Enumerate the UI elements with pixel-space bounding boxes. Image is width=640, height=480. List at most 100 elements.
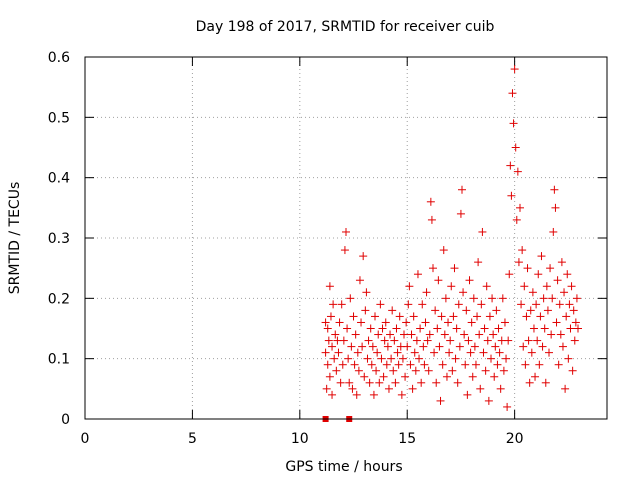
data-point [484, 396, 493, 405]
data-point [498, 294, 507, 303]
data-point [465, 276, 474, 285]
data-point [550, 185, 559, 194]
data-point [495, 348, 504, 357]
data-point [323, 324, 332, 333]
data-point [322, 384, 331, 393]
data-point [455, 342, 464, 351]
data-point [513, 167, 522, 176]
data-point [517, 300, 526, 309]
data-point [348, 384, 357, 393]
data-point [336, 378, 345, 387]
data-point [512, 215, 521, 224]
data-point [391, 378, 400, 387]
data-point [563, 270, 572, 279]
data-point [434, 276, 443, 285]
data-point [438, 360, 447, 369]
data-point [502, 354, 511, 363]
data-point [568, 366, 577, 375]
data-point [328, 390, 337, 399]
axis-ticks: 0 0.1 0.2 0.3 0.4 0.5 0.6 0 5 10 15 20 [48, 50, 607, 447]
data-point [510, 65, 519, 74]
data-point [518, 246, 527, 255]
data-point [543, 306, 552, 315]
data-point [350, 360, 359, 369]
data-point [459, 288, 468, 297]
data-point [343, 324, 352, 333]
data-point [328, 342, 337, 351]
chart-title: Day 198 of 2017, SRMTID for receiver cui… [196, 19, 495, 35]
data-point [556, 330, 565, 339]
data-point [571, 318, 580, 327]
data-point [325, 282, 334, 291]
data-point [411, 366, 420, 375]
data-point [331, 330, 340, 339]
data-point [397, 390, 406, 399]
data-point [329, 300, 338, 309]
data-point [432, 378, 441, 387]
data-point [418, 300, 427, 309]
data-point [547, 330, 556, 339]
data-point [398, 354, 407, 363]
data-point [477, 300, 486, 309]
x-tick-label: 5 [188, 431, 197, 447]
data-point [475, 330, 484, 339]
data-point [345, 378, 354, 387]
data-point [339, 336, 348, 345]
data-point [535, 360, 544, 369]
data-point [379, 372, 388, 381]
data-point [362, 288, 371, 297]
data-point [421, 318, 430, 327]
data-point [416, 324, 425, 333]
data-point [534, 270, 543, 279]
data-point [523, 264, 532, 273]
data-point [479, 348, 488, 357]
data-point [456, 209, 465, 218]
data-point [425, 330, 434, 339]
data-point [485, 312, 494, 321]
data-point [508, 89, 517, 98]
data-point [480, 324, 489, 333]
data-point [507, 191, 516, 200]
data-point [415, 354, 424, 363]
data-point [394, 360, 403, 369]
data-point [558, 342, 567, 351]
data-point [422, 288, 431, 297]
data-point [482, 282, 491, 291]
data-point [461, 360, 470, 369]
data-point [367, 360, 376, 369]
data-point [468, 372, 477, 381]
x-tick-label: 20 [506, 431, 524, 447]
data-point [321, 348, 330, 357]
data-point [373, 348, 382, 357]
data-point [430, 348, 439, 357]
data-point [526, 306, 535, 315]
data-point [566, 324, 575, 333]
data-point [335, 318, 344, 327]
data-point [489, 330, 498, 339]
data-point [511, 143, 520, 152]
data-point [321, 318, 330, 327]
data-point [403, 342, 412, 351]
y-tick-label: 0.3 [48, 231, 70, 247]
data-point [471, 360, 480, 369]
data-point [539, 294, 548, 303]
data-point [448, 366, 457, 375]
data-point [424, 366, 433, 375]
data-point [466, 348, 475, 357]
data-point [326, 312, 335, 321]
data-point [570, 336, 579, 345]
data-point [460, 330, 469, 339]
data-point [463, 390, 472, 399]
data-point [377, 354, 386, 363]
data-point [520, 282, 529, 291]
data-point [389, 366, 398, 375]
data-point [494, 324, 503, 333]
data-point [388, 306, 397, 315]
data-point [552, 318, 561, 327]
x-tick-label: 15 [398, 431, 416, 447]
data-point [536, 312, 545, 321]
data-point [474, 258, 483, 267]
data-point [437, 312, 446, 321]
data-point [560, 288, 569, 297]
